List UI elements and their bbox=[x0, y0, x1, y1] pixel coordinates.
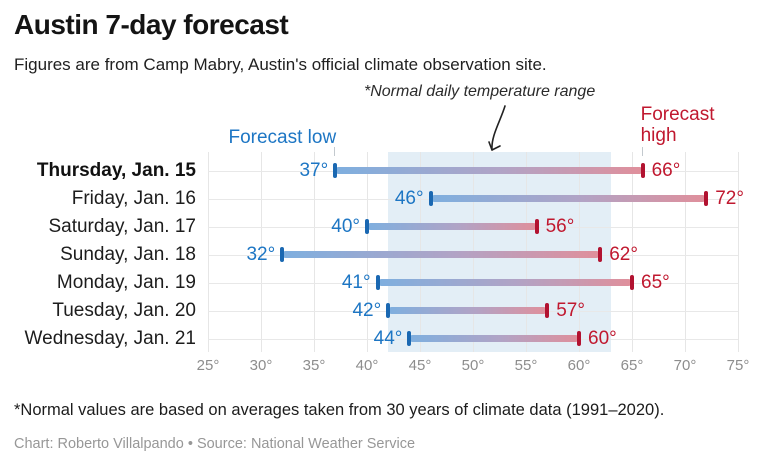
gridline-vertical bbox=[208, 152, 209, 352]
high-cap bbox=[704, 191, 709, 206]
gridline-vertical bbox=[261, 152, 262, 352]
low-value-label: 32° bbox=[246, 244, 276, 265]
high-cap bbox=[534, 219, 539, 234]
annotation-arrow-icon bbox=[488, 105, 506, 151]
day-label: Friday, Jan. 16 bbox=[71, 188, 196, 209]
high-value-label: 56° bbox=[545, 216, 575, 237]
low-value-label: 37° bbox=[299, 160, 329, 181]
day-label: Thursday, Jan. 15 bbox=[36, 160, 196, 181]
axis-tick-label: 40° bbox=[355, 357, 379, 374]
high-value-label: 57° bbox=[556, 300, 585, 321]
gridline-vertical bbox=[632, 152, 633, 352]
high-value-label: 72° bbox=[715, 188, 744, 209]
axis-tick-label: 60° bbox=[567, 357, 591, 374]
temp-range-bar bbox=[377, 279, 632, 286]
footnote: *Normal values are based on averages tak… bbox=[14, 401, 665, 419]
legend-tick-low bbox=[334, 147, 336, 156]
gridline-vertical bbox=[738, 152, 739, 352]
temp-range-bar bbox=[335, 167, 643, 174]
axis-tick-label: 70° bbox=[673, 357, 697, 374]
low-cap bbox=[428, 191, 433, 206]
low-value-label: 42° bbox=[352, 300, 382, 321]
low-value-label: 46° bbox=[394, 188, 424, 209]
low-cap bbox=[365, 219, 369, 234]
temp-range-bar bbox=[409, 335, 579, 342]
day-label: Saturday, Jan. 17 bbox=[48, 216, 196, 237]
low-cap bbox=[333, 163, 338, 178]
high-cap bbox=[577, 331, 581, 346]
legend-tick-high bbox=[641, 147, 643, 156]
axis-tick-label: 45° bbox=[408, 357, 432, 374]
chart-subtitle: Figures are from Camp Mabry, Austin's of… bbox=[14, 55, 547, 74]
low-value-label: 40° bbox=[331, 216, 360, 237]
temp-range-bar bbox=[430, 195, 707, 202]
legend-forecast-high: Forecast high bbox=[640, 104, 715, 146]
low-cap bbox=[407, 331, 412, 346]
temp-range-bar bbox=[367, 223, 537, 230]
gridline-vertical bbox=[685, 152, 686, 352]
temp-range-bar bbox=[282, 251, 601, 258]
high-cap bbox=[598, 247, 603, 262]
axis-tick-label: 30° bbox=[249, 357, 273, 374]
day-label: Sunday, Jan. 18 bbox=[60, 244, 196, 265]
high-cap bbox=[545, 303, 550, 318]
axis-tick-label: 55° bbox=[514, 357, 538, 374]
high-value-label: 62° bbox=[609, 244, 638, 265]
high-value-label: 65° bbox=[641, 272, 670, 293]
high-value-label: 66° bbox=[651, 160, 681, 181]
day-label: Wednesday, Jan. 21 bbox=[24, 328, 196, 349]
axis-tick-label: 50° bbox=[461, 357, 485, 374]
day-label: Monday, Jan. 19 bbox=[56, 272, 196, 293]
low-cap bbox=[386, 303, 391, 318]
axis-tick-label: 75° bbox=[726, 357, 750, 374]
high-value-label: 60° bbox=[588, 328, 617, 349]
axis-tick-label: 35° bbox=[302, 357, 326, 374]
axis-tick-label: 65° bbox=[620, 357, 644, 374]
high-cap bbox=[630, 275, 634, 290]
low-cap bbox=[280, 247, 285, 262]
low-value-label: 41° bbox=[341, 272, 371, 293]
legend-forecast-low: Forecast low bbox=[228, 127, 337, 148]
credit-line: Chart: Roberto Villalpando • Source: Nat… bbox=[14, 436, 416, 452]
low-cap bbox=[375, 275, 380, 290]
low-value-label: 44° bbox=[373, 328, 403, 349]
day-label: Tuesday, Jan. 20 bbox=[52, 300, 196, 321]
high-cap bbox=[640, 163, 645, 178]
page-title: Austin 7-day forecast bbox=[14, 9, 289, 40]
temp-range-bar bbox=[388, 307, 548, 314]
axis-tick-label: 25° bbox=[196, 357, 220, 374]
normal-range-annotation: *Normal daily temperature range bbox=[364, 83, 596, 100]
